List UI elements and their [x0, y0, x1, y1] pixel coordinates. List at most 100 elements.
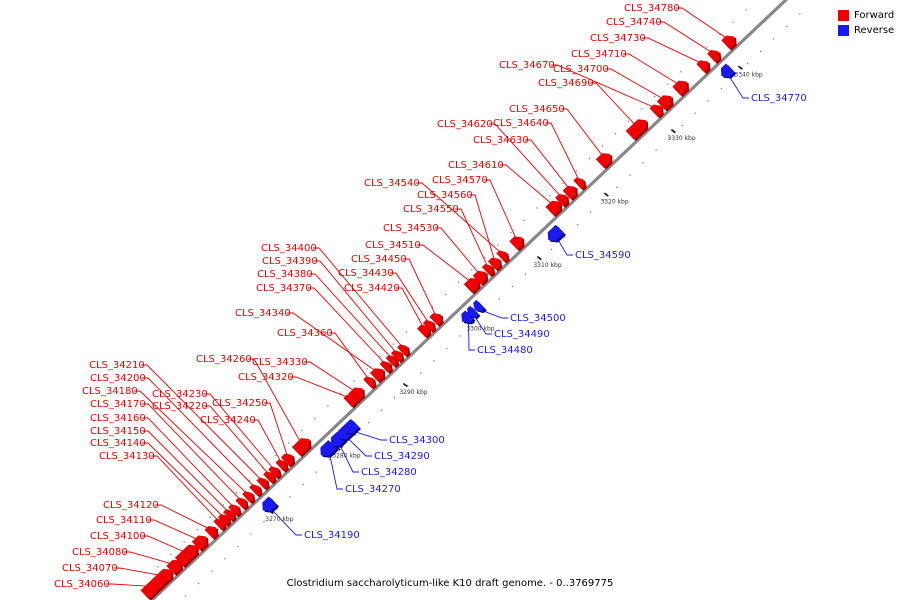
- gene-label-forward[interactable]: CLS_34690: [538, 78, 594, 89]
- gene-arrow-cls_34630[interactable]: [562, 185, 576, 200]
- gene-arrow-cls_34370[interactable]: [379, 360, 392, 373]
- gene-label-forward[interactable]: CLS_34620: [437, 119, 493, 130]
- gene-arrow-cls_34210[interactable]: [256, 477, 268, 490]
- gene-arrow-cls_34230[interactable]: [268, 466, 280, 479]
- gene-arrow-cls_34140[interactable]: [217, 513, 230, 526]
- gene-arrow-cls_34560[interactable]: [487, 257, 501, 271]
- gene-label-reverse[interactable]: CLS_34500: [510, 313, 566, 324]
- gene-arrow-cls_34550[interactable]: [481, 264, 494, 276]
- gene-label-forward[interactable]: CLS_34120: [103, 500, 159, 511]
- gene-label-forward[interactable]: CLS_34430: [338, 268, 394, 279]
- gene-label-forward[interactable]: CLS_34650: [509, 104, 565, 115]
- gene-arrow-cls_34450[interactable]: [429, 313, 442, 326]
- gene-arrow-cls_34280[interactable]: [330, 431, 346, 447]
- gene-label-forward[interactable]: CLS_34100: [90, 531, 146, 542]
- gene-arrow-cls_34710[interactable]: [672, 80, 688, 96]
- gene-arrow-cls_34160[interactable]: [228, 504, 240, 516]
- gene-arrow-cls_34700[interactable]: [656, 95, 672, 111]
- gene-label-forward[interactable]: CLS_34570: [432, 175, 488, 186]
- gene-arrow-cls_34740[interactable]: [707, 50, 720, 63]
- gene-arrow-cls_34570[interactable]: [509, 236, 523, 250]
- gene-label-forward[interactable]: CLS_34700: [553, 64, 609, 75]
- gene-label-forward[interactable]: CLS_34070: [62, 563, 118, 574]
- gene-arrow-cls_34260[interactable]: [291, 438, 310, 456]
- gene-label-forward[interactable]: CLS_34160: [90, 413, 146, 424]
- gene-label-forward[interactable]: CLS_34400: [261, 243, 317, 254]
- gene-label-reverse[interactable]: CLS_34770: [751, 93, 807, 104]
- gene-label-forward[interactable]: CLS_34340: [235, 308, 291, 319]
- gene-label-reverse[interactable]: CLS_34490: [494, 329, 550, 340]
- gene-arrow-cls_34150[interactable]: [223, 509, 235, 521]
- gene-label-forward[interactable]: CLS_34080: [72, 547, 128, 558]
- gene-arrow-cls_34780[interactable]: [721, 35, 735, 50]
- gene-label-forward[interactable]: CLS_34150: [90, 426, 146, 437]
- gene-arrow-cls_34270[interactable]: [320, 440, 337, 457]
- gene-arrow-cls_34250[interactable]: [280, 453, 294, 467]
- gene-arrow-cls_34330[interactable]: [348, 387, 363, 403]
- gene-label-forward[interactable]: CLS_34240: [200, 415, 256, 426]
- gene-label-forward[interactable]: CLS_34330: [252, 357, 308, 368]
- gene-arrow-cls_34420[interactable]: [417, 324, 430, 338]
- gene-label-forward[interactable]: CLS_34710: [571, 49, 627, 60]
- gene-label-forward[interactable]: CLS_34260: [196, 354, 252, 365]
- gene-arrow-cls_34400[interactable]: [397, 344, 409, 357]
- gene-label-forward[interactable]: CLS_34110: [96, 515, 152, 526]
- gene-label-forward[interactable]: CLS_34420: [344, 283, 400, 294]
- gene-label-forward[interactable]: CLS_34360: [277, 328, 333, 339]
- gene-arrow-cls_34590[interactable]: [547, 224, 564, 242]
- gene-label-forward[interactable]: CLS_34060: [54, 579, 110, 590]
- gene-arrow-cls_34690[interactable]: [625, 119, 647, 140]
- gene-arrow-cls_34360[interactable]: [363, 376, 375, 389]
- gene-label-reverse[interactable]: CLS_34270: [345, 484, 401, 495]
- gene-label-forward[interactable]: CLS_34130: [99, 451, 155, 462]
- gene-arrow-cls_34510[interactable]: [463, 278, 479, 293]
- gene-arrow-cls_34220[interactable]: [263, 471, 275, 483]
- gene-label-forward[interactable]: CLS_34180: [82, 386, 138, 397]
- gene-arrow-cls_34380[interactable]: [385, 355, 398, 367]
- gene-arrow-cls_34170[interactable]: [235, 497, 247, 510]
- gene-arrow-cls_34200[interactable]: [249, 484, 261, 497]
- gene-label-forward[interactable]: CLS_34640: [493, 118, 549, 129]
- gene-label-forward[interactable]: CLS_34220: [152, 401, 208, 412]
- gene-arrow-cls_34670[interactable]: [649, 104, 662, 118]
- gene-label-reverse[interactable]: CLS_34300: [389, 435, 445, 446]
- gene-label-forward[interactable]: CLS_34630: [473, 135, 529, 146]
- gene-arrow-cls_34530[interactable]: [472, 270, 487, 285]
- gene-label-forward[interactable]: CLS_34740: [606, 17, 662, 28]
- gene-label-forward[interactable]: CLS_34550: [403, 204, 459, 215]
- gene-arrow-cls_34500[interactable]: [473, 299, 485, 312]
- gene-label-forward[interactable]: CLS_34510: [365, 240, 421, 251]
- gene-label-reverse[interactable]: CLS_34280: [361, 467, 417, 478]
- gene-label-forward[interactable]: CLS_34140: [90, 438, 146, 449]
- gene-arrow-cls_34620[interactable]: [555, 193, 568, 207]
- gene-label-forward[interactable]: CLS_34540: [364, 178, 420, 189]
- gene-label-forward[interactable]: CLS_34670: [499, 60, 555, 71]
- gene-label-forward[interactable]: CLS_34170: [90, 399, 146, 410]
- gene-arrow-cls_34490[interactable]: [466, 305, 479, 318]
- gene-arrow-cls_34130[interactable]: [213, 518, 225, 531]
- gene-label-forward[interactable]: CLS_34610: [448, 160, 504, 171]
- gene-arrow-cls_34180[interactable]: [242, 491, 254, 503]
- gene-arrow-cls_34340[interactable]: [369, 368, 384, 382]
- gene-arrow-cls_34240[interactable]: [275, 459, 287, 472]
- gene-label-forward[interactable]: CLS_34230: [152, 389, 208, 400]
- gene-arrow-cls_34390[interactable]: [390, 350, 403, 362]
- gene-label-forward[interactable]: CLS_34380: [257, 269, 313, 280]
- gene-label-forward[interactable]: CLS_34250: [212, 398, 268, 409]
- gene-arrow-cls_34300[interactable]: [344, 418, 359, 434]
- gene-label-reverse[interactable]: CLS_34290: [374, 451, 430, 462]
- gene-arrow-cls_34540[interactable]: [496, 250, 508, 263]
- gene-label-forward[interactable]: CLS_34780: [624, 3, 680, 14]
- gene-label-forward[interactable]: CLS_34370: [256, 283, 312, 294]
- gene-label-forward[interactable]: CLS_34390: [262, 256, 318, 267]
- gene-arrow-cls_34190[interactable]: [262, 496, 278, 512]
- gene-arrow-cls_34610[interactable]: [545, 200, 561, 216]
- gene-label-reverse[interactable]: CLS_34480: [477, 345, 533, 356]
- gene-label-forward[interactable]: CLS_34530: [383, 223, 439, 234]
- gene-arrow-cls_34070[interactable]: [152, 568, 172, 588]
- gene-label-reverse[interactable]: CLS_34590: [575, 250, 631, 261]
- gene-arrow-cls_34100[interactable]: [174, 544, 197, 567]
- gene-label-forward[interactable]: CLS_34450: [351, 254, 407, 265]
- gene-arrow-cls_34770[interactable]: [720, 63, 735, 78]
- gene-label-forward[interactable]: CLS_34200: [90, 373, 146, 384]
